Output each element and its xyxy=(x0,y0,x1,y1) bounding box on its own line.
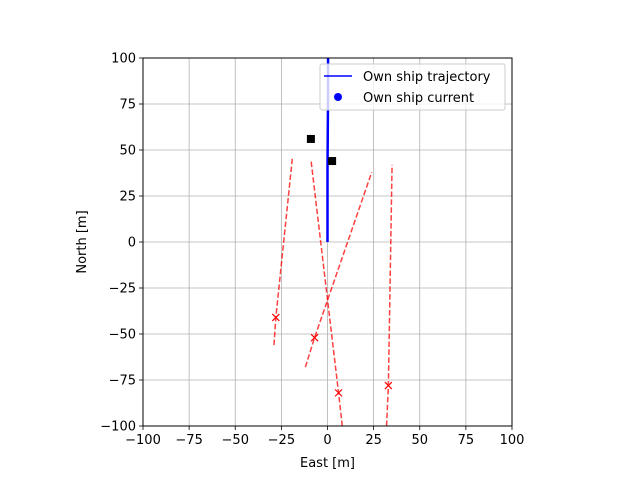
x-tick-label-0: −100 xyxy=(125,433,161,448)
x-tick-label-4: 0 xyxy=(323,433,331,448)
obstacle-current-marker-3 xyxy=(384,381,393,390)
obstacle-track-1 xyxy=(304,171,373,368)
x-tick-label-3: −25 xyxy=(268,433,295,448)
axis-ticks: −100 −75 −50 −25 0 25 50 75 100 −100 −75 −50 −25 0 25 5… xyxy=(100,52,524,449)
x-tick-label-1: −75 xyxy=(175,433,202,448)
y-tick-label-0: −100 xyxy=(100,420,136,435)
square-marker-1 xyxy=(328,157,337,166)
plot-data xyxy=(271,58,393,426)
y-tick-label-4: 0 xyxy=(128,236,136,251)
y-tick-label-8: 100 xyxy=(111,52,136,67)
x-tick-label-8: 100 xyxy=(500,433,525,448)
y-tick-label-2: −50 xyxy=(109,328,136,343)
legend-label-trajectory: Own ship trajectory xyxy=(363,70,491,85)
plot-area xyxy=(271,58,393,426)
y-axis-label: North [m] xyxy=(75,210,90,273)
y-tick-label-7: 75 xyxy=(119,98,136,113)
legend: Own ship trajectory Own ship current xyxy=(319,63,506,111)
legend-label-current: Own ship current xyxy=(363,91,474,106)
x-tick-label-7: 75 xyxy=(458,433,475,448)
x-tick-label-2: −50 xyxy=(222,433,249,448)
y-tick-label-3: −25 xyxy=(109,282,136,297)
y-tick-label-1: −75 xyxy=(109,374,136,389)
x-axis-label: East [m] xyxy=(300,456,355,471)
legend-circle-swatch xyxy=(334,93,342,101)
square-marker-0 xyxy=(306,134,315,143)
obstacle-current-marker-0 xyxy=(271,313,280,322)
obstacle-current-marker-1 xyxy=(310,333,319,342)
y-tick-label-6: 50 xyxy=(119,144,136,159)
x-tick-label-5: 25 xyxy=(365,433,382,448)
legend-box xyxy=(319,63,506,111)
obstacle-current-marker-2 xyxy=(334,388,343,397)
y-tick-label-5: 25 xyxy=(119,190,136,205)
x-tick-label-6: 50 xyxy=(411,433,428,448)
